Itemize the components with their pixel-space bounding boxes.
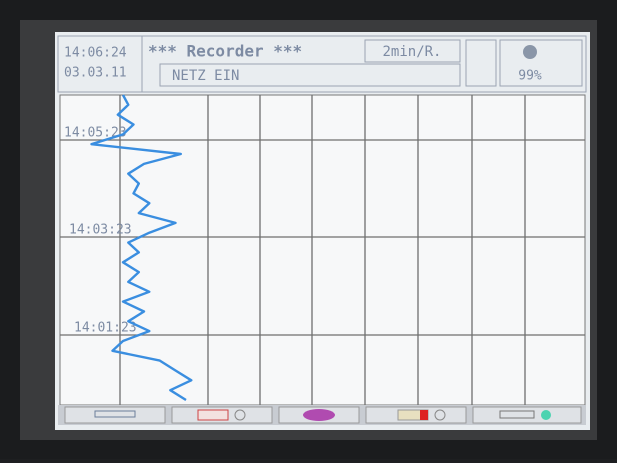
button-scale[interactable] <box>366 407 466 423</box>
page: 14:06:24 03.03.11 *** Recorder *** 2min/… <box>0 0 617 459</box>
time-label: 14:03:23 <box>69 223 132 238</box>
button-export[interactable] <box>473 407 581 423</box>
recorder-title: *** Recorder *** <box>148 42 302 61</box>
level: 99% <box>518 69 542 84</box>
device-photo: 14:06:24 03.03.11 *** Recorder *** 2min/… <box>0 0 617 459</box>
time-label: 14:05:23 <box>64 126 127 141</box>
status: NETZ EIN <box>172 68 239 84</box>
button-scroll[interactable] <box>65 407 165 423</box>
clock-date: 03.03.11 <box>64 66 127 81</box>
button-zoom[interactable] <box>172 407 272 423</box>
rate: 2min/R. <box>382 44 441 60</box>
level-icon <box>523 45 537 59</box>
time-label: 14:01:23 <box>74 321 137 336</box>
chart-area <box>60 95 585 405</box>
clock-time: 14:06:24 <box>64 46 127 61</box>
button-hold[interactable] <box>279 407 359 423</box>
